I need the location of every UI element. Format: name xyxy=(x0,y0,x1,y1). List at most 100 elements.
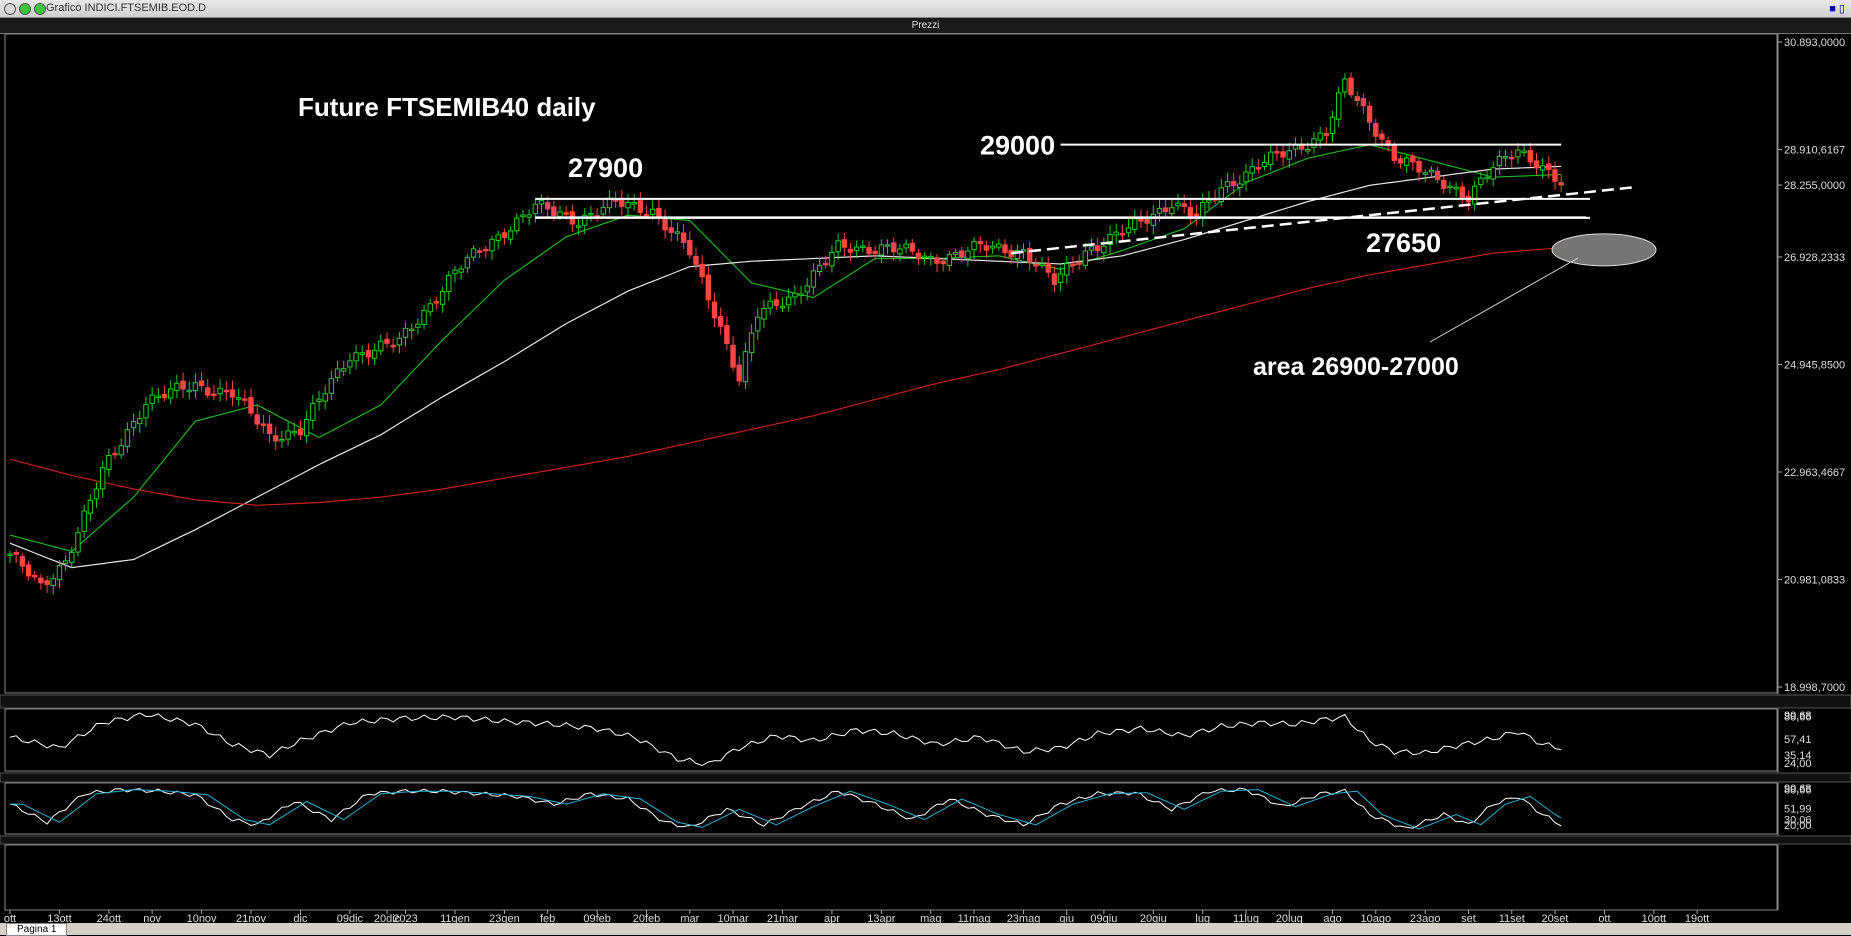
x-tick-label: feb xyxy=(540,913,555,923)
candle-body xyxy=(872,251,878,255)
candle-body xyxy=(322,393,328,402)
x-tick-label: 09dic xyxy=(337,913,364,923)
window-buttons[interactable]: ■ ▯ xyxy=(1829,3,1845,15)
candle-body xyxy=(409,328,415,332)
candle-body xyxy=(359,352,365,355)
candle-body xyxy=(371,349,378,359)
candle-body xyxy=(928,255,934,259)
y-tick-label: 28.910,6167 xyxy=(1784,145,1845,157)
candle-body xyxy=(69,551,75,564)
candle-body xyxy=(989,245,996,249)
candle-body xyxy=(19,556,26,567)
candle-body xyxy=(1527,149,1533,163)
x-tick-label: nov xyxy=(143,913,161,923)
candle-body xyxy=(1360,98,1367,107)
candle-body xyxy=(1249,166,1255,174)
candle-body xyxy=(680,232,687,244)
candle-body xyxy=(884,244,891,247)
candle-body xyxy=(192,382,199,392)
candle-body xyxy=(656,207,662,218)
y-tick-label: 30.893,0000 xyxy=(1784,37,1845,49)
candle-body xyxy=(965,250,971,260)
candle-body xyxy=(891,242,897,253)
candle-body xyxy=(334,368,341,378)
candle-body xyxy=(977,240,983,245)
candle-body xyxy=(353,352,359,362)
candle-body xyxy=(1447,185,1453,189)
candle-body xyxy=(829,251,835,267)
y-tick-label: 24.945,8500 xyxy=(1784,360,1845,372)
candle-body xyxy=(427,303,433,313)
candle-body xyxy=(724,325,730,344)
level-label-27900: 27900 xyxy=(568,153,643,183)
candle-body xyxy=(155,395,162,399)
candle-body xyxy=(1082,250,1089,266)
candle-body xyxy=(50,578,56,586)
candle-body xyxy=(1193,213,1200,217)
candle-body xyxy=(285,430,291,440)
candle-body xyxy=(248,396,254,414)
candle-body xyxy=(279,438,285,442)
candle-body xyxy=(792,292,798,298)
candle-body xyxy=(396,337,403,346)
candle-body xyxy=(1373,122,1379,137)
candle-body xyxy=(1070,263,1076,267)
menu-dot-icon[interactable] xyxy=(4,3,16,15)
candle-body xyxy=(1224,181,1231,187)
panel-separator-1 xyxy=(0,772,1851,783)
window-title: Grafico INDICI.FTSEMIB.EOD.D xyxy=(46,2,207,14)
candle-body xyxy=(1441,179,1447,189)
candle-body xyxy=(446,274,452,293)
candle-body xyxy=(273,435,279,442)
candle-body xyxy=(1150,213,1156,226)
oscillator-2-tick-label: 88,66 xyxy=(1784,784,1812,796)
candle-body xyxy=(87,499,94,514)
green-dot-icon[interactable] xyxy=(19,3,31,15)
oscillator-2-tick-label: 51,99 xyxy=(1784,803,1812,815)
x-tick-label: set xyxy=(1461,913,1476,923)
candle-body xyxy=(464,257,471,269)
oscillator-1-tick-label: 57,41 xyxy=(1784,734,1812,746)
panel-frame-2 xyxy=(4,782,1778,835)
candle-body xyxy=(266,423,273,435)
candle-body xyxy=(32,574,38,578)
candle-body xyxy=(242,398,248,401)
candle-body xyxy=(1162,207,1169,213)
x-tick-label: ago xyxy=(1323,913,1341,923)
candle-body xyxy=(1200,201,1206,219)
x-tick-label: 20giu xyxy=(1140,913,1167,923)
candle-body xyxy=(507,230,514,240)
candle-body xyxy=(112,452,118,456)
x-tick-label: 10ago xyxy=(1360,913,1391,923)
candle-body xyxy=(563,212,569,215)
x-tick-label: 20dic xyxy=(374,913,401,923)
candle-body xyxy=(934,257,940,264)
candle-body xyxy=(458,268,464,273)
x-tick-label: 09giu xyxy=(1090,913,1117,923)
candle-body xyxy=(878,244,885,256)
green-dot-icon[interactable] xyxy=(34,3,46,15)
candle-body xyxy=(860,245,866,249)
y-tick-label: 28.255,0000 xyxy=(1784,180,1845,192)
candle-body xyxy=(501,232,508,238)
candle-body xyxy=(1039,263,1045,266)
window-controls[interactable] xyxy=(4,3,46,15)
candle-body xyxy=(897,248,903,255)
candle-body xyxy=(625,201,631,209)
x-tick-label: giu xyxy=(1059,913,1074,923)
candle-body xyxy=(921,255,928,259)
candle-body xyxy=(810,270,817,288)
candle-body xyxy=(476,250,483,253)
x-tick-label: lug xyxy=(1195,913,1210,923)
candle-body xyxy=(205,387,211,396)
candle-body xyxy=(1125,227,1132,234)
candle-body xyxy=(1311,138,1317,148)
x-tick-label: 10nov xyxy=(187,913,217,923)
candle-body xyxy=(75,532,81,553)
page-tab[interactable]: Pagina 1 xyxy=(6,923,68,936)
candle-body xyxy=(532,203,538,214)
candle-body xyxy=(1403,157,1410,166)
candle-body xyxy=(1323,132,1330,136)
candle-body xyxy=(1113,231,1119,236)
